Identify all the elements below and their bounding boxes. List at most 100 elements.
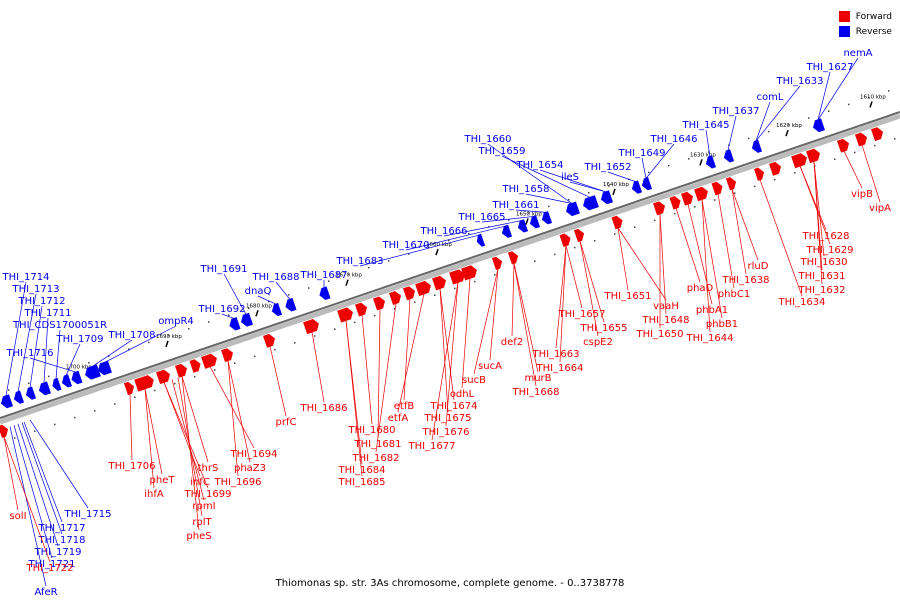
gene-label: THI_1659 xyxy=(477,146,591,198)
gene-label-text: THI_1649 xyxy=(617,148,665,159)
track-dot xyxy=(774,178,776,181)
track-dot xyxy=(654,219,656,222)
reverse-gene-arrow xyxy=(85,364,101,380)
gene-label-text: pheT xyxy=(150,475,176,486)
track-dot xyxy=(694,206,696,208)
gene-label: THI_1692 xyxy=(197,304,246,319)
gene-label-text: sucB xyxy=(462,375,486,386)
forward-gene-arrow xyxy=(201,353,217,369)
gene-label: THI_1657 xyxy=(557,245,606,320)
gene-label: THI_1649 xyxy=(617,148,666,179)
gene-label-text: ileS xyxy=(561,172,579,183)
forward-gene-arrow xyxy=(355,302,368,317)
gene-label: thrS xyxy=(181,376,218,474)
gene-label-text: THI_1630 xyxy=(799,257,847,268)
gene-label-text: THI_1682 xyxy=(351,453,399,464)
gene-label: THI_1668 xyxy=(511,263,560,398)
track-dot xyxy=(208,321,210,323)
gene-label-text: etfA xyxy=(388,413,409,424)
forward-gene-arrow xyxy=(415,280,431,297)
gene-label: ompR4 xyxy=(103,316,194,363)
reverse-gene-arrow xyxy=(52,377,62,391)
gene-label-text: AfeR xyxy=(34,587,57,598)
gene-label: murB xyxy=(513,263,552,384)
gene-label-text: THI_1686 xyxy=(299,403,347,414)
gene-label: ileS xyxy=(561,172,607,193)
tick-label: 1650 kbp xyxy=(516,211,542,217)
gene-label-text: vipA xyxy=(869,203,891,214)
gene-label-text: vipB xyxy=(851,189,873,200)
gene-label-text: murB xyxy=(524,373,551,384)
gene-label-text: THI_1683 xyxy=(335,256,383,267)
gene-label-text: THI_1661 xyxy=(491,200,539,211)
track-dot xyxy=(614,233,616,235)
gene-label: THI_1722 xyxy=(3,436,74,574)
reverse-gene-arrow xyxy=(319,286,331,300)
gene-label: THI_1633 xyxy=(755,76,824,142)
gene-label: THI_1652 xyxy=(583,162,637,183)
gene-label: def2 xyxy=(501,263,523,348)
gene-label-text: THI_1722 xyxy=(25,563,73,574)
track-dot xyxy=(748,137,750,140)
forward-gene-arrow xyxy=(573,228,585,243)
track-dot xyxy=(108,355,110,357)
gene-label: THI_1654 xyxy=(515,160,607,193)
track-dot xyxy=(248,307,250,310)
track-dot xyxy=(448,239,450,242)
track-dot xyxy=(828,110,830,112)
forward-gene-arrow xyxy=(189,359,201,373)
gene-label: THI_1715 xyxy=(29,419,112,520)
track-dot xyxy=(368,266,370,269)
track-dot xyxy=(688,158,690,160)
track-dot xyxy=(168,334,170,337)
gene-label-text: THI_1714 xyxy=(1,272,49,283)
track-dot xyxy=(274,348,276,351)
gene-label-text: THI_1646 xyxy=(649,134,697,145)
gene-label: THI_1664 xyxy=(535,245,584,374)
forward-gene-arrow xyxy=(559,233,571,248)
gene-label: THI_1646 xyxy=(645,134,698,179)
track-dot xyxy=(888,90,890,92)
reverse-gene-arrow xyxy=(13,390,25,404)
gene-label: pheT xyxy=(144,388,176,486)
tick-label: 1680 kbp xyxy=(246,303,272,309)
gene-label: THI_1685 xyxy=(337,320,386,488)
forward-gene-arrow xyxy=(669,196,681,210)
gene-label-text: THI_1652 xyxy=(583,162,631,173)
forward-gene-arrow xyxy=(491,256,503,270)
gene-label: THI_1683 xyxy=(335,234,481,267)
gene-label: THI_1713 xyxy=(11,284,60,392)
reverse-gene-arrow xyxy=(541,211,553,225)
forward-gene-arrow xyxy=(123,381,135,396)
track-dot xyxy=(634,226,636,228)
gene-label-text: THI_1713 xyxy=(11,284,59,295)
gene-label: prfC xyxy=(269,346,296,428)
gene-label: THI_1711 xyxy=(23,308,72,384)
track-dot xyxy=(854,151,856,154)
gene-label-text: THI_1687 xyxy=(299,270,347,281)
track-dot xyxy=(554,253,556,256)
track-dot xyxy=(574,246,576,249)
reverse-gene-arrow xyxy=(631,180,643,194)
track-dot xyxy=(734,192,736,194)
gene-label-text: THI_1694 xyxy=(229,449,277,460)
gene-label: THI_1658 xyxy=(501,184,573,204)
gene-label: pheS xyxy=(181,376,212,542)
track-dot xyxy=(414,301,416,303)
gene-label: THI_1694 xyxy=(209,366,278,460)
track-dot xyxy=(348,273,350,276)
gene-label-text: vaaH xyxy=(653,301,679,312)
legend-forward-label: Forward xyxy=(855,11,892,22)
track-dot xyxy=(128,348,130,350)
gene-label-text: THI_1715 xyxy=(63,509,111,520)
gene-label-text: THI_1651 xyxy=(603,291,651,302)
track-dot xyxy=(234,362,236,364)
track-dot xyxy=(154,389,156,392)
track-dot xyxy=(494,274,496,276)
track-dot xyxy=(608,185,610,187)
gene-label: vipB xyxy=(843,150,873,200)
forward-gene-arrow xyxy=(806,148,820,164)
gene-label-text: THI_1660 xyxy=(463,134,511,145)
gene-label: THI_1661 xyxy=(491,200,547,213)
